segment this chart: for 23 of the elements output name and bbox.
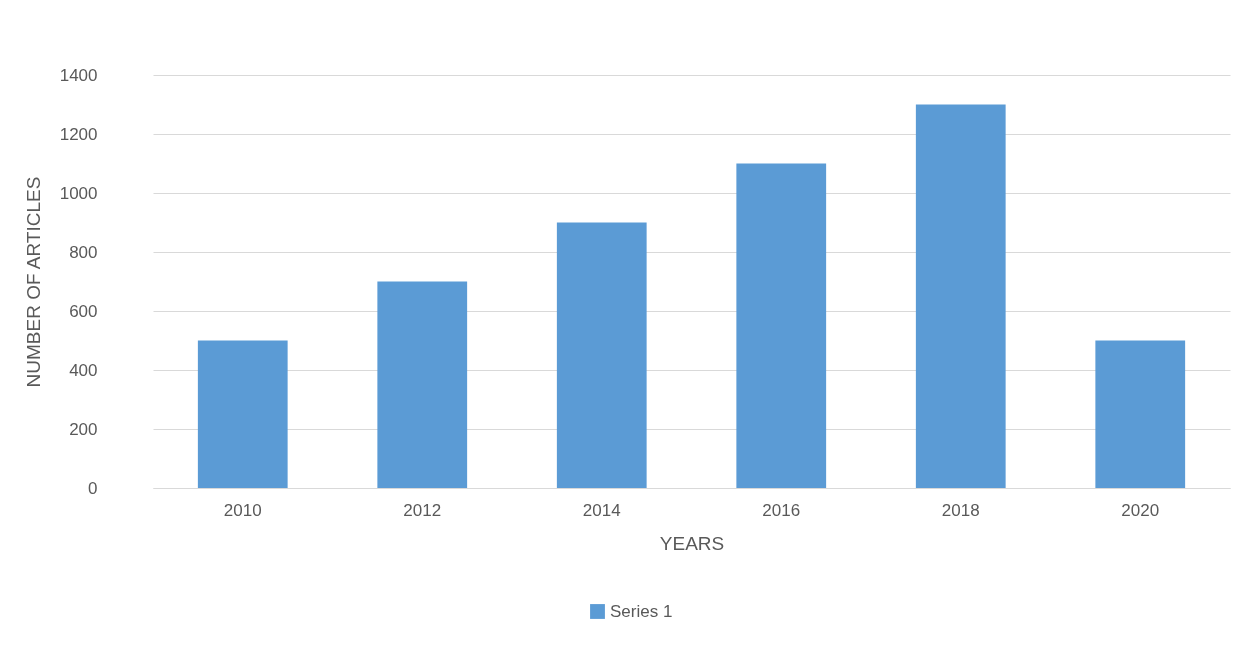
x-axis-title: YEARS — [659, 532, 725, 554]
y-tick-label: 1400 — [59, 65, 98, 85]
bar — [736, 163, 827, 488]
y-tick-label: 400 — [69, 360, 98, 380]
x-tick-label: 2012 — [403, 500, 442, 520]
bar — [377, 281, 468, 488]
x-tick-label: 2014 — [582, 500, 621, 520]
y-axis-title: NUMBER OF ARTICLES — [22, 176, 44, 388]
y-tick-label: 1000 — [59, 183, 98, 203]
y-tick-label: 0 — [88, 478, 98, 498]
x-tick-label: 2010 — [223, 500, 262, 520]
x-tick-label: 2018 — [941, 500, 980, 520]
y-tick-label: 800 — [69, 242, 98, 262]
bar — [197, 340, 288, 488]
legend-label: Series 1 — [610, 601, 673, 621]
y-tick-label: 200 — [69, 419, 98, 439]
x-tick-label: 2020 — [1121, 500, 1160, 520]
y-tick-label: 600 — [69, 301, 98, 321]
bar — [1095, 340, 1186, 488]
x-tick-label: 2016 — [762, 500, 801, 520]
bar — [915, 104, 1006, 488]
y-tick-label: 1200 — [59, 124, 98, 144]
bar — [556, 222, 647, 488]
